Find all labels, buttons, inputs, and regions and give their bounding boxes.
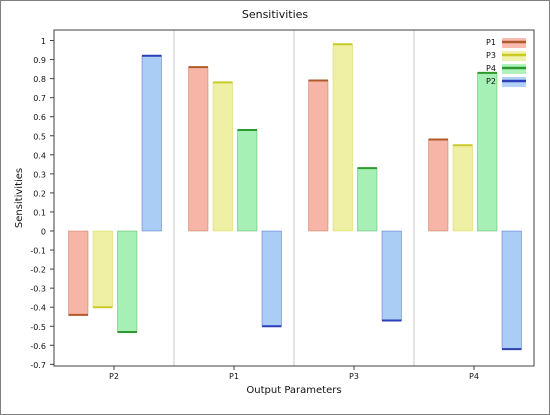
y-tick-label: 0 (41, 228, 46, 237)
y-tick-label: 0.9 (33, 56, 46, 65)
legend-label: P4 (486, 64, 496, 73)
legend-label: P1 (486, 38, 496, 47)
x-tick-label: P4 (469, 372, 479, 381)
y-tick-label: -0.7 (30, 361, 46, 370)
bar-p1-p1 (188, 66, 209, 232)
y-tick-label: -0.1 (30, 247, 46, 256)
chart-title: Sensitivities (242, 8, 309, 21)
bar-p2-p3 (381, 230, 402, 321)
bars (68, 43, 522, 351)
bar-p3-p3 (332, 44, 353, 232)
x-tick-label: P2 (109, 372, 119, 381)
x-axis-ticks: P2 P1 P3 P4 (109, 366, 479, 381)
y-axis-ticks: 1 0.9 0.8 0.7 0.6 0.5 0.4 0.3 0.2 0.1 0 -0.1 -0.2 -0.… (30, 37, 54, 370)
bar-p2-p2 (141, 55, 162, 232)
bar-p1-p3 (308, 80, 329, 232)
y-tick-label: 0.5 (33, 132, 46, 141)
bar-p1-p2 (68, 230, 89, 316)
bar-p3-p2 (92, 230, 113, 308)
legend-label: P2 (486, 77, 496, 86)
y-tick-label: -0.5 (30, 323, 46, 332)
y-tick-label: 0.8 (33, 75, 46, 84)
y-tick-label: 0.2 (33, 189, 46, 198)
x-tick-label: P3 (349, 372, 359, 381)
y-tick-label: -0.6 (30, 342, 46, 351)
y-tick-label: -0.4 (30, 304, 46, 313)
bar-p1-p4 (428, 139, 449, 232)
legend: P1 P3 P4 P2 (486, 38, 526, 87)
y-tick-label: 0.7 (33, 94, 46, 103)
y-tick-label: 0.1 (33, 208, 46, 217)
y-tick-label: 0.6 (33, 113, 46, 122)
legend-label: P3 (486, 51, 496, 60)
bar-p4-p3 (357, 167, 378, 232)
y-tick-label: -0.3 (30, 285, 46, 294)
bar-p4-p1 (237, 129, 258, 232)
y-tick-label: 1 (41, 37, 46, 46)
y-axis-label: Sensitivities (14, 168, 25, 228)
y-tick-label: -0.2 (30, 266, 46, 275)
bar-p2-p1 (261, 230, 282, 327)
y-tick-label: 0.4 (33, 151, 46, 160)
bar-p4-p4 (477, 72, 498, 232)
x-axis-label: Output Parameters (246, 385, 341, 396)
bar-p2-p4 (501, 230, 522, 350)
y-tick-label: 0.3 (33, 170, 46, 179)
bar-p3-p1 (212, 82, 233, 232)
plot-area-border (53, 29, 535, 367)
group-separators (173, 30, 415, 366)
bar-p3-p4 (452, 144, 473, 232)
x-tick-label: P1 (229, 372, 239, 381)
bar-p4-p2 (117, 230, 138, 333)
